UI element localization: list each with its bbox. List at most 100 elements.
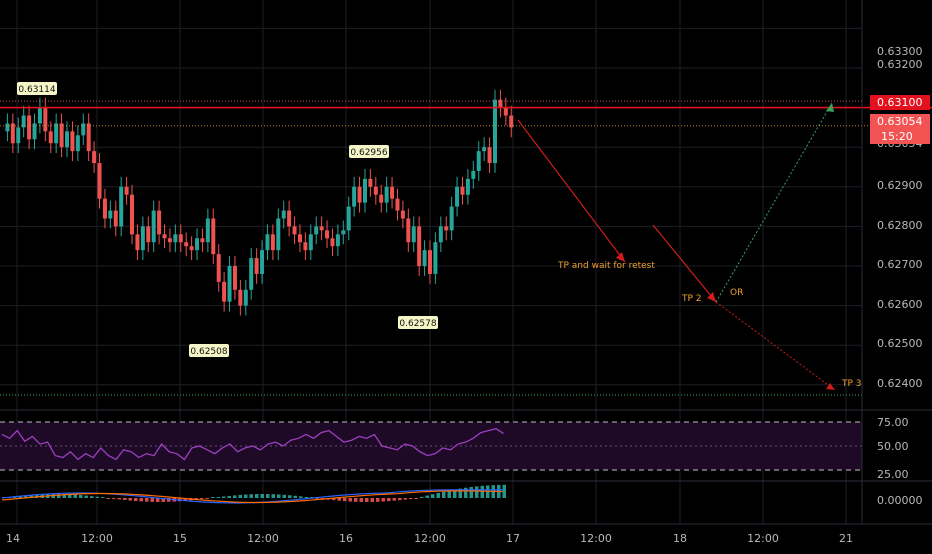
macd-bar: [370, 498, 374, 502]
price-label: 0.63300: [877, 45, 923, 58]
macd-bar: [403, 498, 407, 500]
callout-high-1: 0.63114: [17, 82, 57, 95]
macd-bar: [222, 496, 226, 498]
signal-line: [1, 490, 503, 504]
projection-arrowhead-1: [616, 252, 625, 262]
macd-bar: [337, 498, 341, 501]
macd-bar: [458, 488, 462, 498]
macd-bar: [288, 495, 292, 498]
candle-body: [92, 151, 97, 164]
candle-body: [276, 218, 281, 251]
macd-bar: [13, 496, 17, 498]
macd-bar: [183, 498, 187, 501]
candle-body: [54, 123, 59, 144]
macd-bar: [398, 498, 402, 501]
macd-bar: [106, 498, 110, 499]
time-label: 12:00: [414, 532, 446, 545]
macd-bar: [414, 498, 418, 499]
candle-body: [75, 135, 80, 152]
candle-body: [254, 258, 259, 274]
price-label: 0.62700: [877, 258, 923, 271]
candle-body: [102, 198, 107, 219]
projection-retest-path: [715, 102, 833, 303]
macd-bar: [150, 498, 154, 502]
time-label: 14: [6, 532, 20, 545]
callout-low-2: 0.62578: [398, 316, 438, 329]
macd-bar: [348, 498, 352, 502]
candle-body: [205, 218, 210, 243]
macd-bar: [271, 494, 275, 498]
candle-body: [189, 246, 194, 251]
annotation-or: OR: [730, 288, 743, 298]
time-label: 21: [839, 532, 853, 545]
macd-bar: [79, 495, 83, 498]
candle-body: [427, 250, 432, 274]
price-label: 0.62800: [877, 219, 923, 232]
candle-body: [509, 115, 514, 128]
candle-body: [362, 178, 367, 203]
macd-bar: [255, 494, 259, 498]
macd-bar: [425, 495, 429, 498]
macd-bar: [128, 498, 132, 501]
macd-bar: [392, 498, 396, 501]
candle-body: [157, 210, 162, 235]
candle-body: [373, 186, 378, 195]
candle-body: [357, 186, 362, 203]
macd-bar: [277, 494, 281, 498]
macd-bar: [117, 498, 121, 500]
macd-bar: [260, 494, 264, 498]
macd-bar: [447, 490, 451, 498]
macd-bar: [387, 498, 391, 502]
macd-pane[interactable]: 0.00000: [1, 484, 923, 507]
candle-body: [292, 226, 297, 235]
candle-body: [249, 258, 254, 290]
macd-bar: [249, 494, 253, 498]
candle-body: [297, 234, 302, 243]
candle-body: [5, 123, 10, 132]
projection-arrowhead-drop: [826, 383, 835, 390]
candle-body: [314, 226, 319, 235]
candle-body: [308, 234, 313, 251]
projection-drawings[interactable]: [517, 102, 836, 391]
candle-body: [195, 238, 200, 251]
candle-body: [406, 218, 411, 243]
candle-body: [48, 131, 53, 144]
macd-bar: [112, 498, 116, 499]
macd-bar: [359, 498, 363, 502]
candle-body: [232, 266, 237, 290]
macd-bar: [84, 495, 88, 498]
macd-bar: [365, 498, 369, 502]
time-label: 17: [506, 532, 520, 545]
price-label: 0.62900: [877, 179, 923, 192]
candle-body: [113, 210, 118, 227]
candle-body: [417, 226, 422, 266]
macd-bar: [343, 498, 347, 502]
rsi-pane[interactable]: 75.00 50.00 25.00: [0, 416, 909, 481]
candle-body: [281, 210, 286, 219]
callout-high-1-text: 0.63114: [18, 85, 55, 95]
callout-low-1: 0.62508: [189, 344, 229, 357]
candle-body: [86, 123, 91, 152]
candle-body: [146, 226, 151, 243]
rsi-line: [1, 428, 504, 461]
candle-body: [341, 230, 346, 235]
macd-bar: [161, 498, 165, 502]
candle-body: [346, 206, 351, 231]
price-candles[interactable]: [5, 89, 514, 316]
time-axis[interactable]: 14 12:00 15 12:00 16 12:00 17 12:00 18 1…: [6, 532, 853, 545]
candle-body: [16, 127, 21, 144]
annotation-tp1: TP and wait for retest: [557, 261, 655, 271]
price-label: 0.63200: [877, 58, 923, 71]
price-axis[interactable]: 0.63300 0.63200 0.63054 0.62900 0.62800 …: [870, 45, 930, 390]
price-label: 0.62500: [877, 337, 923, 350]
candle-body: [227, 266, 232, 302]
macd-bar: [310, 497, 314, 498]
macd-bar: [68, 494, 72, 498]
macd-bar: [167, 498, 171, 502]
candle-body: [433, 242, 438, 274]
macd-bar: [95, 496, 99, 498]
resistance-price-text: 0.63100: [877, 96, 923, 109]
macd-bar: [24, 495, 28, 498]
candle-body: [222, 281, 227, 302]
